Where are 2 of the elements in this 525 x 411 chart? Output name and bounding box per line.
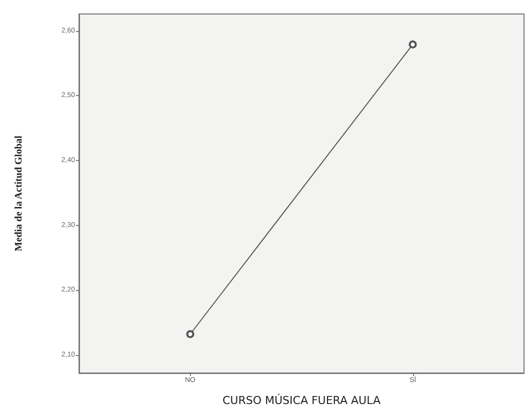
x-axis-title: CURSO MÚSICA FUERA AULA — [222, 393, 381, 407]
y-axis-title: Media de la Actitud Global — [14, 136, 24, 252]
